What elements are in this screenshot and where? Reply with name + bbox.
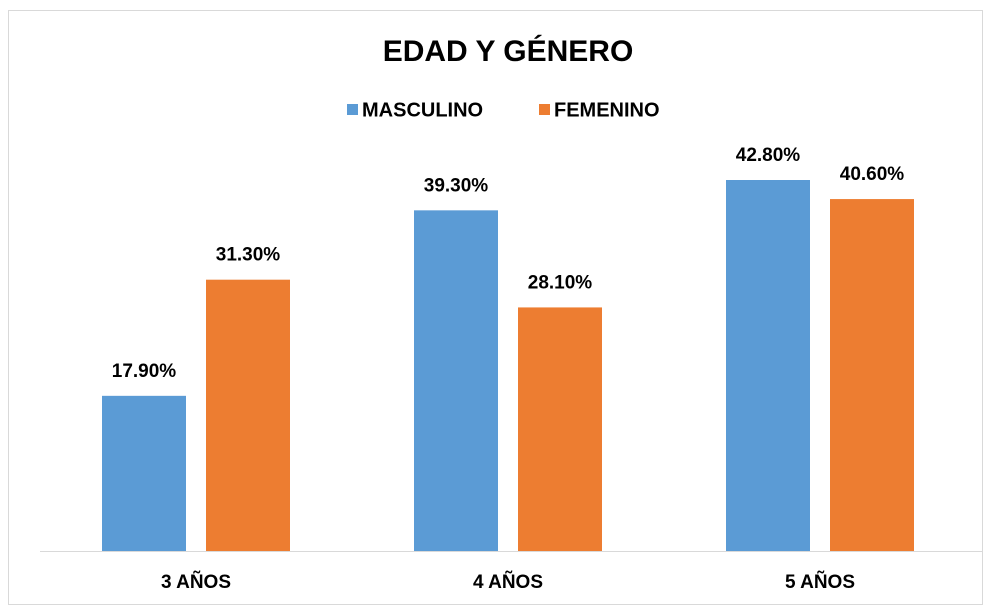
chart-title: EDAD Y GÉNERO <box>383 34 634 68</box>
legend-label: MASCULINO <box>362 99 483 121</box>
data-label: 17.90% <box>112 361 177 382</box>
bar <box>206 279 290 551</box>
bar <box>830 199 914 551</box>
bar <box>414 210 498 551</box>
legend-label: FEMENINO <box>554 99 660 121</box>
x-tick-label: 4 AÑOS <box>473 571 543 593</box>
data-label: 28.10% <box>528 272 593 293</box>
x-tick-label: 5 AÑOS <box>785 571 855 593</box>
legend-swatch <box>347 104 358 115</box>
data-label: 42.80% <box>736 145 801 166</box>
legend-swatch <box>539 104 550 115</box>
data-label: 39.30% <box>424 175 489 196</box>
bar <box>102 395 186 551</box>
bar <box>726 180 810 551</box>
data-label: 40.60% <box>840 164 905 185</box>
bar <box>518 307 602 551</box>
x-tick-label: 3 AÑOS <box>161 571 231 593</box>
data-label: 31.30% <box>216 245 281 266</box>
